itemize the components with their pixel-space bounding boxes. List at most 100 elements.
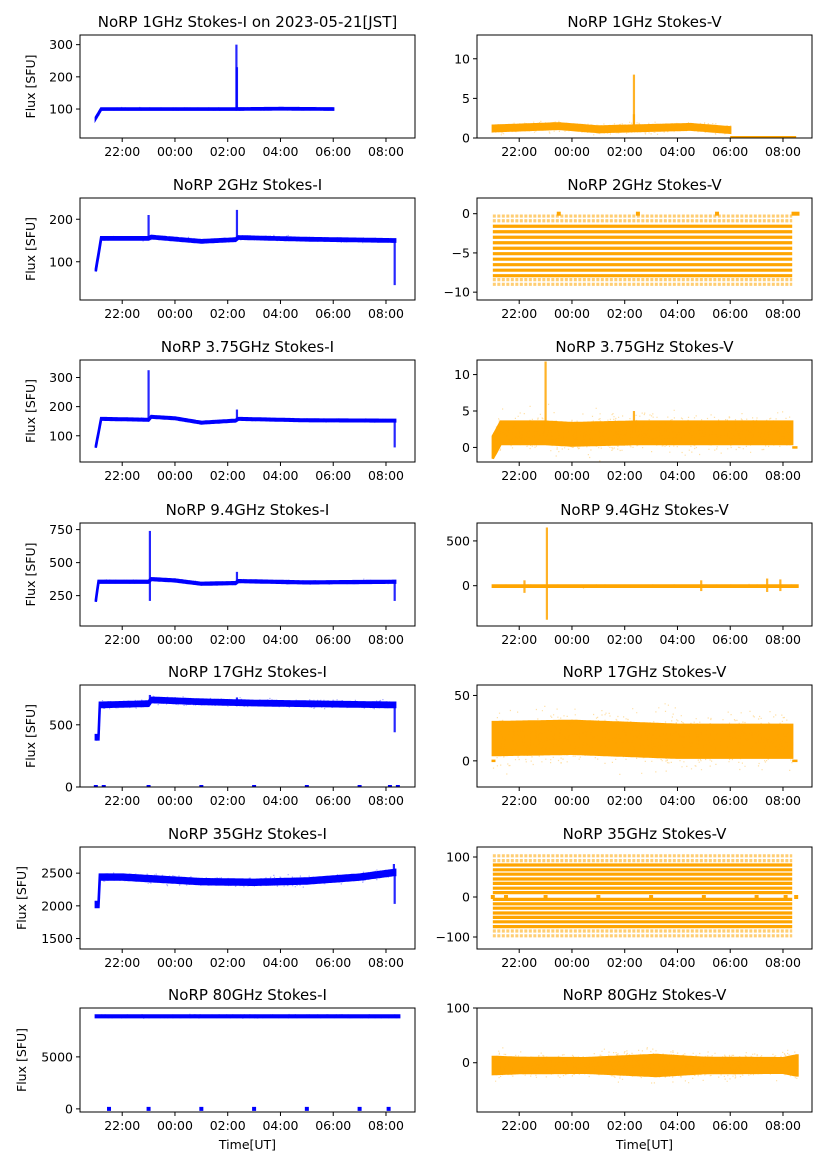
x-tick-label: 22:00 xyxy=(104,632,140,647)
x-tick-label: 02:00 xyxy=(210,306,246,321)
x-tick-label: 08:00 xyxy=(368,632,404,647)
x-tick-label: 04:00 xyxy=(262,632,298,647)
x-tick-label: 22:00 xyxy=(104,468,140,483)
x-tick-label: 02:00 xyxy=(210,144,246,159)
data-points xyxy=(491,361,798,462)
x-tick-label: 04:00 xyxy=(659,306,695,321)
marker xyxy=(252,785,257,787)
chart-title: NoRP 80GHz Stokes-I xyxy=(168,986,327,1004)
y-axis-label: Flux [SFU] xyxy=(23,55,38,119)
x-tick-label: 02:00 xyxy=(607,144,643,159)
marker xyxy=(304,785,309,787)
scatter-points xyxy=(492,703,794,775)
y-tick-label: 0 xyxy=(65,780,73,795)
y-axis-label: Flux [SFU] xyxy=(14,866,29,930)
marker xyxy=(395,785,400,787)
chart-title: NoRP 1GHz Stokes-V xyxy=(567,13,722,31)
x-tick-label: 04:00 xyxy=(659,793,695,808)
scatter-points xyxy=(492,403,793,462)
y-tick-label: 0 xyxy=(462,206,470,221)
x-tick-label: 00:00 xyxy=(157,468,193,483)
chart-title: NoRP 9.4GHz Stokes-I xyxy=(166,501,330,519)
x-tick-label: 00:00 xyxy=(157,955,193,970)
x-axis-label: Time[UT] xyxy=(218,1137,276,1152)
y-tick-label: −100 xyxy=(436,930,470,945)
x-tick-label: 06:00 xyxy=(712,955,748,970)
data-points xyxy=(94,530,397,602)
x-tick-label: 08:00 xyxy=(368,793,404,808)
x-tick-label: 00:00 xyxy=(157,632,193,647)
chart-title: NoRP 35GHz Stokes-V xyxy=(563,825,728,843)
x-tick-label: 02:00 xyxy=(607,468,643,483)
y-tick-label: 750 xyxy=(49,522,73,537)
x-tick-label: 02:00 xyxy=(607,632,643,647)
scatter-points xyxy=(95,577,397,602)
y-axis-label: Flux [SFU] xyxy=(23,379,38,443)
x-tick-label: 00:00 xyxy=(554,306,590,321)
x-tick-label: 06:00 xyxy=(315,955,351,970)
axes-frame xyxy=(476,522,813,627)
panel-8: NoRP 9.4GHz Stokes-V 22:00 00:00 02:00 04:00… xyxy=(446,501,813,647)
panel-1: NoRP 1GHz Stokes-I on 2023-05-21[JST] 22:… xyxy=(23,13,416,159)
x-tick-label: 06:00 xyxy=(712,468,748,483)
marker xyxy=(199,785,204,787)
chart-title: NoRP 2GHz Stokes-V xyxy=(567,176,722,194)
marker xyxy=(791,211,796,216)
axes-frame xyxy=(79,522,416,627)
x-tick-label: 04:00 xyxy=(262,793,298,808)
y-tick-label: 1500 xyxy=(41,931,73,946)
series-band xyxy=(491,584,799,588)
marker xyxy=(783,895,788,899)
y-tick-label: 250 xyxy=(49,588,73,603)
series-band xyxy=(491,719,794,759)
axes-frame xyxy=(79,34,416,139)
marker xyxy=(556,211,561,216)
x-tick-label: 22:00 xyxy=(501,144,537,159)
x-tick-label: 00:00 xyxy=(157,1118,193,1133)
panel-13: NoRP 80GHz Stokes-I 22:00 00:00 02:00 04:00 0… xyxy=(14,986,416,1152)
marker xyxy=(146,785,151,787)
x-tick-label: 04:00 xyxy=(659,955,695,970)
x-tick-label: 02:00 xyxy=(210,793,246,808)
x-tick-label: 04:00 xyxy=(262,306,298,321)
data-points xyxy=(491,74,797,138)
panel-12: NoRP 35GHz Stokes-V 22:00 00:00 02:00 04:00 0… xyxy=(436,825,813,970)
x-tick-label: 08:00 xyxy=(368,468,404,483)
x-tick-label: 02:00 xyxy=(607,1118,643,1133)
chart-title: NoRP 2GHz Stokes-I xyxy=(173,176,322,194)
x-tick-label: 06:00 xyxy=(712,1118,748,1133)
series-band xyxy=(491,122,732,135)
x-tick-label: 06:00 xyxy=(315,144,351,159)
x-tick-label: 08:00 xyxy=(765,1118,801,1133)
y-tick-label: 10 xyxy=(454,367,470,382)
y-tick-label: 500 xyxy=(446,533,470,548)
x-tick-label: 00:00 xyxy=(554,632,590,647)
panel-11: NoRP 35GHz Stokes-I 22:00 00:00 02:00 04:00 0… xyxy=(14,825,416,970)
y-tick-label: 200 xyxy=(49,212,73,227)
marker xyxy=(101,785,106,787)
x-tick-label: 00:00 xyxy=(554,955,590,970)
y-tick-label: 200 xyxy=(49,69,73,84)
chart-title: NoRP 3.75GHz Stokes-V xyxy=(555,338,734,356)
x-tick-label: 22:00 xyxy=(104,306,140,321)
y-tick-label: 100 xyxy=(446,1001,470,1016)
x-axis-label: Time[UT] xyxy=(615,1137,673,1152)
y-tick-label: 2000 xyxy=(41,898,73,913)
x-tick-label: 06:00 xyxy=(315,1118,351,1133)
x-tick-label: 22:00 xyxy=(104,955,140,970)
x-tick-label: 04:00 xyxy=(659,632,695,647)
marker xyxy=(543,895,548,899)
y-axis-label: Flux [SFU] xyxy=(23,704,38,768)
x-tick-label: 22:00 xyxy=(501,468,537,483)
x-tick-label: 06:00 xyxy=(315,793,351,808)
y-tick-label: 300 xyxy=(49,370,73,385)
scatter-points xyxy=(96,234,397,271)
y-tick-label: 50 xyxy=(454,688,470,703)
data-points xyxy=(491,527,799,620)
data-points xyxy=(491,703,798,775)
x-tick-label: 00:00 xyxy=(554,1118,590,1133)
x-tick-label: 08:00 xyxy=(765,144,801,159)
x-tick-label: 02:00 xyxy=(607,793,643,808)
x-tick-label: 00:00 xyxy=(554,144,590,159)
x-tick-label: 06:00 xyxy=(712,306,748,321)
